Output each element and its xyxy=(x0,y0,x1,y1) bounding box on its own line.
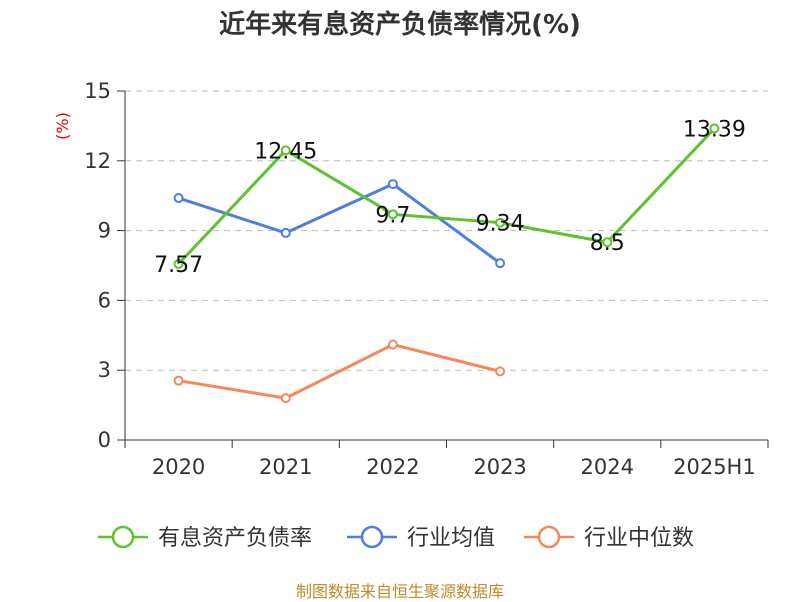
data-point xyxy=(387,209,398,220)
x-tick-label: 2025H1 xyxy=(673,455,756,479)
legend: 有息资产负债率 行业均值 行业中位数 xyxy=(98,525,694,551)
x-tick-label: 2023 xyxy=(473,455,526,479)
data-point xyxy=(495,366,506,377)
series-line xyxy=(177,127,716,265)
y-tick-label: 9 xyxy=(98,219,111,243)
legend-marker xyxy=(537,525,561,549)
gridlines xyxy=(125,90,768,371)
data-label: 13.39 xyxy=(683,117,746,142)
x-tick-label: 2020 xyxy=(152,455,205,479)
data-label: 12.45 xyxy=(254,139,317,164)
y-tick-label: 0 xyxy=(98,428,111,452)
x-tick-label: 2022 xyxy=(366,455,419,479)
data-point xyxy=(280,393,291,404)
data-label: 8.5 xyxy=(590,231,625,256)
legend-label: 有息资产负债率 xyxy=(158,526,312,551)
x-tick-label: 2024 xyxy=(581,455,634,479)
data-label: 9.7 xyxy=(375,203,410,228)
legend-label: 行业中位数 xyxy=(584,526,694,551)
source-note: 制图数据来自恒生聚源数据库 xyxy=(295,582,504,601)
data-point xyxy=(387,179,398,190)
axes: 0 3 6 9 12 15 2020 2021 2022 2023 2024 2025H1 xyxy=(84,79,769,479)
data-point xyxy=(387,339,398,350)
data-point xyxy=(173,258,184,269)
series-line xyxy=(178,182,501,265)
legend-label: 行业均值 xyxy=(407,526,495,551)
legend-marker xyxy=(111,525,135,549)
data-point xyxy=(280,227,291,238)
data-label: 9.34 xyxy=(476,212,525,237)
data-point xyxy=(173,193,184,204)
data-labels: 7.57 12.45 9.7 9.34 8.5 13.39 xyxy=(154,117,746,277)
y-tick-label: 6 xyxy=(98,288,111,312)
chart-title: 近年来有息资产负债率情况(%) xyxy=(219,10,581,40)
data-point xyxy=(709,123,720,134)
data-point xyxy=(495,217,506,228)
data-label: 7.57 xyxy=(154,253,203,278)
x-tick-label: 2021 xyxy=(259,455,312,479)
series-line xyxy=(178,343,501,400)
y-tick-label: 12 xyxy=(84,149,111,173)
y-axis-unit: (%) xyxy=(53,112,72,140)
data-point xyxy=(280,145,291,156)
data-point xyxy=(495,258,506,269)
series-layer xyxy=(173,123,720,404)
y-tick-label: 3 xyxy=(98,358,111,382)
data-point xyxy=(173,375,184,386)
legend-marker xyxy=(360,525,384,549)
y-tick-label: 15 xyxy=(84,79,111,103)
data-point xyxy=(602,237,613,248)
